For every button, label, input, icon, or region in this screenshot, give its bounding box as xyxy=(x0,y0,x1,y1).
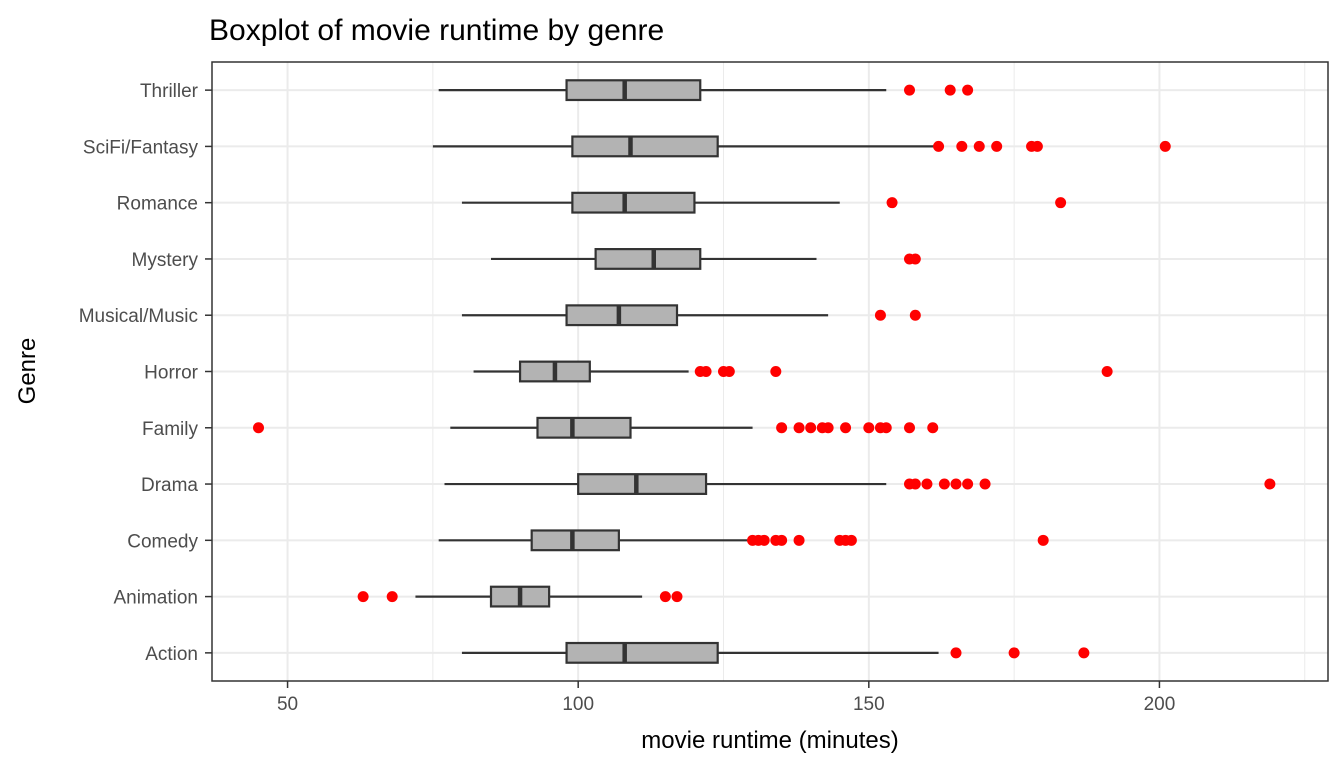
outlier-point xyxy=(357,591,369,603)
box-group-comedy xyxy=(438,529,1049,552)
iqr-box xyxy=(530,529,620,552)
y-tick-label: Family xyxy=(142,419,198,440)
y-tick-label: Mystery xyxy=(132,250,199,271)
outlier-point xyxy=(1037,534,1049,546)
box-group-animation xyxy=(357,585,683,608)
y-tick-label: Action xyxy=(145,644,198,665)
outlier-point xyxy=(973,140,985,152)
chart-title: Boxplot of movie runtime by genre xyxy=(209,14,664,47)
box-group-romance xyxy=(461,191,1067,214)
outlier-point xyxy=(822,422,834,434)
box-group-musical-music xyxy=(461,304,921,327)
iqr-box xyxy=(565,641,719,664)
outlier-point xyxy=(776,534,788,546)
outlier-point xyxy=(1055,197,1067,209)
outlier-point xyxy=(904,84,915,96)
outlier-point xyxy=(671,591,683,603)
box-group-family xyxy=(253,416,939,439)
grid-lines xyxy=(212,62,1328,681)
outlier-point xyxy=(991,140,1003,152)
outlier-point xyxy=(962,478,974,490)
outlier-point xyxy=(793,422,805,434)
y-tick-label: SciFi/Fantasy xyxy=(83,137,199,158)
outlier-point xyxy=(863,422,875,434)
outlier-point xyxy=(659,591,671,603)
outlier-point xyxy=(944,84,956,96)
outlier-point xyxy=(805,422,817,434)
outlier-point xyxy=(880,422,892,434)
iqr-box xyxy=(577,473,708,495)
outlier-point xyxy=(938,478,950,490)
y-tick-label: Thriller xyxy=(140,81,199,102)
y-tick-label: Drama xyxy=(141,475,198,496)
outlier-point xyxy=(909,309,921,321)
y-tick-label: Musical/Music xyxy=(79,306,198,327)
iqr-box xyxy=(594,248,702,270)
outlier-point xyxy=(386,591,398,603)
outlier-point xyxy=(1159,140,1171,152)
iqr-box xyxy=(536,416,632,439)
outlier-point xyxy=(874,309,886,321)
outlier-point xyxy=(979,478,991,490)
outlier-point xyxy=(776,422,788,434)
y-tick-label: Comedy xyxy=(127,531,198,552)
outlier-point xyxy=(950,647,962,659)
outlier-point xyxy=(904,422,915,434)
outlier-point xyxy=(1101,366,1113,377)
y-tick-label: Horror xyxy=(144,363,199,384)
outlier-point xyxy=(1078,647,1090,659)
iqr-box xyxy=(571,135,719,158)
outlier-point xyxy=(1031,140,1043,152)
outlier-point xyxy=(956,140,968,152)
iqr-box xyxy=(565,304,679,327)
outlier-point xyxy=(921,478,933,490)
outlier-point xyxy=(793,534,805,546)
x-tick-label: 150 xyxy=(853,694,885,715)
outlier-point xyxy=(950,478,962,490)
box-group-action xyxy=(461,641,1090,664)
outlier-point xyxy=(1264,478,1276,490)
box-group-mystery xyxy=(491,248,921,270)
outlier-point xyxy=(962,84,974,96)
x-tick-label: 50 xyxy=(277,694,298,715)
outlier-point xyxy=(840,422,852,434)
axes: Action Animation Comedy Drama Family Horror Mu… xyxy=(79,81,1176,715)
outlier-point xyxy=(933,140,945,152)
outlier-point xyxy=(909,253,921,265)
outlier-point xyxy=(1008,647,1020,659)
box-group-horror xyxy=(473,360,1113,383)
iqr-box xyxy=(571,191,696,214)
outlier-point xyxy=(770,366,782,377)
outlier-point xyxy=(909,478,921,490)
box-group-drama xyxy=(444,473,1276,495)
outlier-point xyxy=(927,422,939,434)
outlier-point xyxy=(886,197,898,209)
x-axis-title: movie runtime (minutes) xyxy=(641,727,898,754)
box-group-scifi-fantasy xyxy=(432,135,1171,158)
outlier-point xyxy=(700,366,712,377)
outlier-point xyxy=(723,366,735,377)
x-tick-label: 100 xyxy=(562,694,594,715)
y-tick-label: Animation xyxy=(114,588,199,609)
iqr-box xyxy=(565,79,702,102)
outlier-point xyxy=(253,422,264,434)
box-group-thriller xyxy=(438,79,974,102)
box-series xyxy=(253,79,1276,664)
y-axis-title: Genre xyxy=(14,338,41,405)
outlier-point xyxy=(845,534,857,546)
outlier-point xyxy=(758,534,770,546)
x-tick-label: 200 xyxy=(1144,694,1176,715)
y-tick-label: Romance xyxy=(117,194,198,215)
